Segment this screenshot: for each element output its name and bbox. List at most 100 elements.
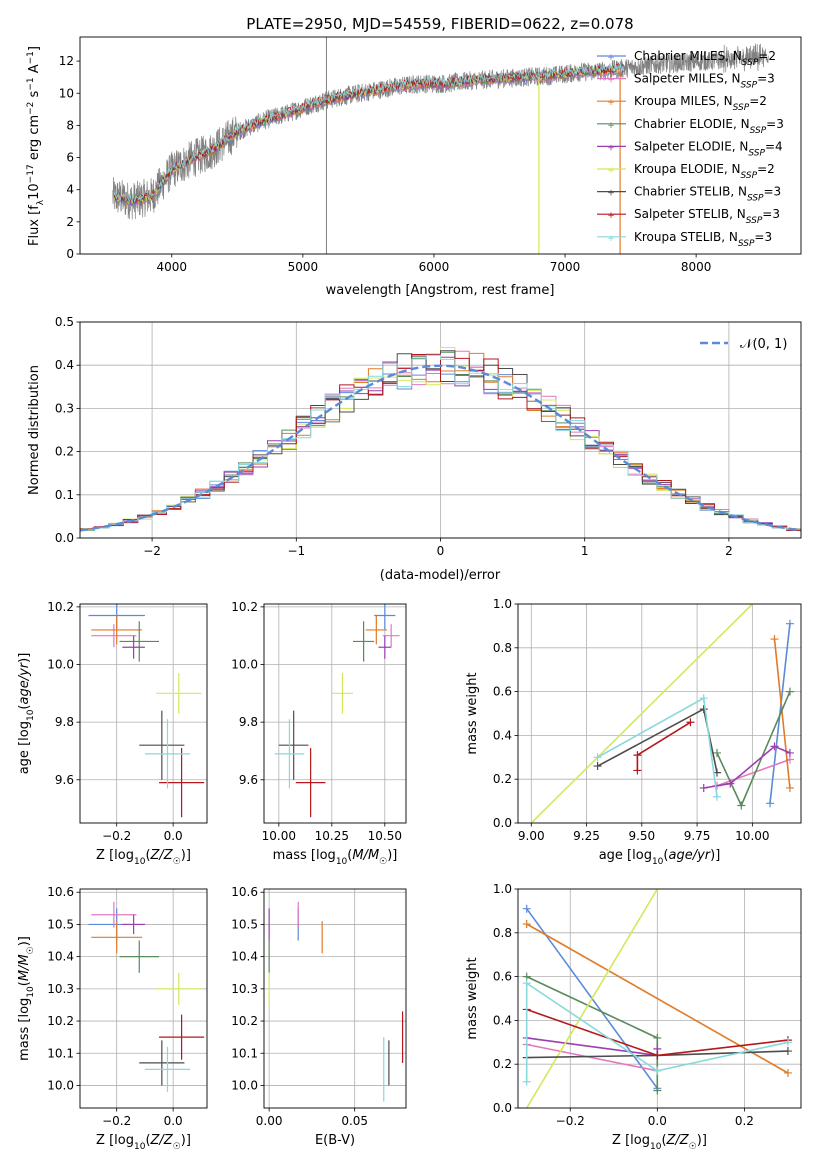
legend-marker: + (607, 166, 615, 176)
label-span: ( (17, 981, 32, 986)
weight-point-salpeter_stelib (686, 718, 695, 727)
residuals-ylabel: Normed distribution (27, 365, 42, 495)
label-span: Z/Z (150, 1133, 174, 1148)
y-tick-label: 10.2 (231, 1014, 258, 1028)
model-spectrum-salpeter_stelib (113, 62, 621, 203)
weight-line-kroupa_stelib (597, 696, 718, 797)
weight-point-salpeter_elodie (726, 779, 735, 788)
x-tick-label: 0.0 (164, 829, 183, 843)
x-tick-label: 9.50 (628, 829, 655, 843)
weight_vs_age-xlabel: age [log10(age/yr)] (599, 848, 721, 867)
mass_vs_ebv-xlabel: E(B-V) (315, 1133, 355, 1148)
y-tick-label: 0.0 (55, 531, 74, 545)
label-span: 10 (652, 857, 664, 867)
weight_vs_Z-ylabel: mass weight (465, 957, 480, 1039)
label-span: ☉ (26, 946, 36, 954)
label-span: SSP (748, 148, 765, 158)
spectrum-xlabel: wavelength [Angstrom, rest frame] (326, 283, 555, 298)
weight-point-kroupa_miles (522, 920, 531, 929)
weight-line-salpeter_elodie (526, 1037, 659, 1057)
weight-point-kroupa_stelib (783, 1038, 792, 1047)
x-tick-label: 6000 (419, 260, 450, 274)
weight-point-salpeter_elodie (785, 748, 794, 757)
label-span: ( (145, 848, 150, 863)
x-tick-label: 10.00 (262, 829, 296, 843)
y-tick-label: 9.6 (55, 773, 74, 787)
label-span: ] (27, 46, 42, 51)
weight-line-salpeter_stelib (636, 721, 691, 771)
age_vs_Z-xlabel: Z [log10(Z/Z☉)] (96, 848, 191, 867)
y-tick-label: 0.4 (493, 728, 512, 742)
y-tick-label: 0.2 (493, 1057, 512, 1071)
label-span: )] (17, 936, 32, 946)
weight-line-kroupa_miles (773, 638, 791, 789)
weight-point-kroupa_miles (770, 635, 779, 644)
histogram-kroupa_stelib (80, 354, 801, 532)
x-tick-label: 9.75 (684, 829, 711, 843)
label-span: Chabrier ELODIE, N (634, 117, 750, 131)
plot-area-weight_vs_Z (522, 889, 792, 1108)
x-tick-label: −0.2 (102, 1114, 131, 1128)
weight-point-kroupa_miles (785, 783, 794, 792)
weight-point-kroupa_stelib (699, 694, 708, 703)
x-tick-label: 5000 (288, 260, 319, 274)
y-tick-label: 10.2 (231, 600, 258, 614)
label-span: ( (145, 1133, 150, 1148)
y-tick-label: 1.0 (493, 597, 512, 611)
label-span: Flux [f (27, 205, 42, 246)
legend-marker: + (607, 53, 615, 63)
weight-point-chabrier_elodie (653, 1086, 662, 1095)
weight-point-salpeter_stelib (633, 751, 642, 760)
x-tick-label: 0.0 (648, 1114, 667, 1128)
x-tick-label: 10.00 (735, 829, 769, 843)
legend-label-kroupa_elodie: Kroupa ELODIE, NSSP=2 (634, 162, 775, 181)
y-tick-label: 1.0 (493, 882, 512, 896)
label-span: Z [log (96, 1133, 134, 1148)
x-tick-label: 7000 (550, 260, 581, 274)
data-spectrum (112, 43, 769, 220)
legend-label-salpeter_elodie: Salpeter ELODIE, NSSP=4 (634, 139, 783, 158)
x-tick-label: 0 (437, 544, 445, 558)
y-tick-label: 10.3 (231, 982, 258, 996)
axes-frame (263, 603, 407, 824)
y-tick-label: 8 (66, 118, 74, 132)
residuals-legend: 𝒩(0, 1) (700, 337, 787, 352)
label-span: SSP (742, 58, 759, 68)
weight-line-kroupa_miles (526, 923, 789, 1074)
y-tick-label: 0.0 (493, 1101, 512, 1115)
label-span: ( (661, 1133, 666, 1148)
y-tick-label: 10.4 (231, 950, 258, 964)
y-tick-label: 10.2 (47, 1014, 74, 1028)
y-tick-label: 10.1 (47, 1046, 74, 1060)
y-tick-label: 0.3 (55, 401, 74, 415)
axes-weight_vs_age: 9.00 9.25 9.50 9.75 10.00 0.0 0.2 0.4 0.6 0.8 1.0 (493, 597, 802, 843)
axes-frame (79, 321, 802, 539)
label-span: 10 (134, 1142, 146, 1152)
plot-area-residuals (80, 347, 801, 533)
y-tick-label: 0 (66, 247, 74, 261)
label-span: ☉ (689, 1142, 697, 1152)
axes-frame (517, 888, 802, 1109)
plot-area-weight_vs_age (530, 604, 794, 823)
normal-curve (80, 364, 801, 532)
legend-marker: + (607, 211, 615, 221)
grid-weight_vs_age (518, 603, 801, 824)
label-span: −17 (26, 164, 36, 183)
weight-point-kroupa_stelib (522, 1077, 531, 1086)
label-span: M/M (352, 848, 379, 863)
label-span: =3 (764, 185, 782, 199)
label-span: ☉ (173, 1142, 181, 1152)
axes-frame (79, 888, 208, 1109)
weight-point-kroupa_stelib (522, 979, 531, 988)
legend-marker: + (607, 234, 615, 244)
axes-weight_vs_Z: −0.2 0.0 0.2 0.0 0.2 0.4 0.6 0.8 1.0 (493, 882, 802, 1128)
y-tick-label: 0.2 (55, 445, 74, 459)
label-span: mass [log (273, 848, 336, 863)
y-tick-label: 10.5 (47, 917, 74, 931)
weight-point-salpeter_stelib (633, 766, 642, 775)
model-spectrum-kroupa_miles (113, 67, 620, 206)
label-span: =2 (749, 94, 767, 108)
legend-marker: + (607, 189, 615, 199)
weight-point-kroupa_stelib (712, 792, 721, 801)
